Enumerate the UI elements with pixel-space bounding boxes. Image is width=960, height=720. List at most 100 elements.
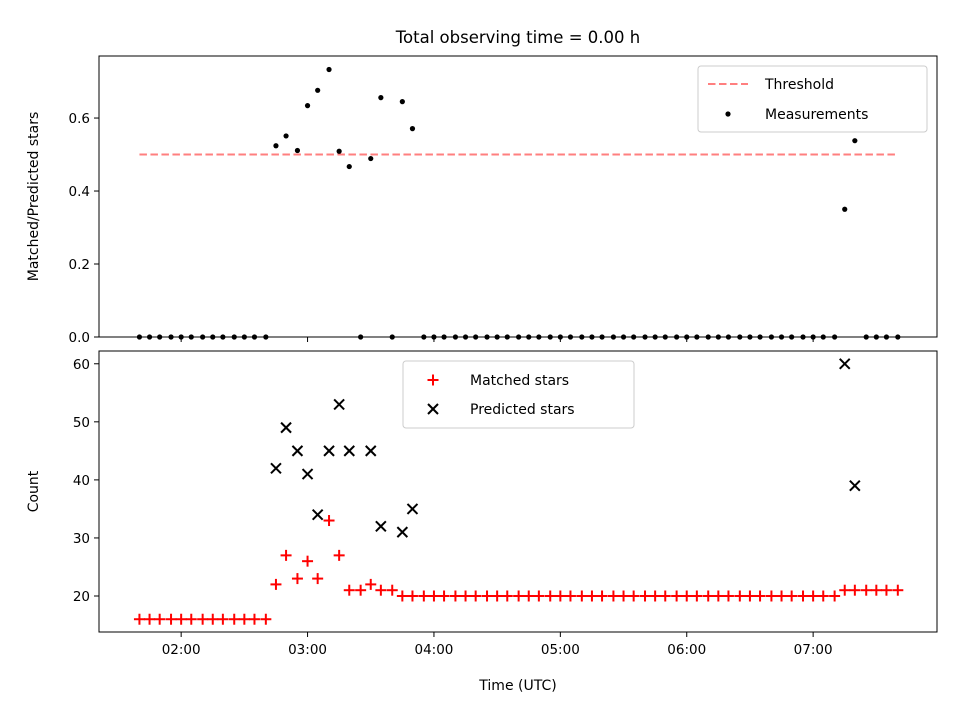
matched-star-point [564, 590, 576, 602]
measurement-point [399, 99, 405, 105]
measurement-point [484, 334, 490, 340]
measurement-point [304, 103, 311, 109]
matched-star-point [343, 584, 355, 596]
matched-star-point [765, 590, 777, 602]
matched-star-point [786, 590, 798, 602]
measurement-point [358, 334, 364, 340]
matched-star-point [513, 590, 525, 602]
matched-star-point [365, 578, 377, 590]
measurement-point [642, 334, 648, 340]
measurement-point [737, 334, 743, 340]
measurement-point [631, 334, 637, 340]
predicted-star-point [365, 445, 377, 457]
legend-box [402, 360, 635, 429]
matched-star-point [681, 590, 693, 602]
matched-star-point [491, 590, 503, 602]
predicted-star-point [849, 479, 861, 492]
predicted-star-point [280, 421, 292, 434]
predicted-star-point [839, 358, 851, 370]
matched-star-point [175, 613, 187, 625]
matched-star-point [406, 590, 418, 602]
measurement-point [263, 334, 269, 340]
measurement-point [494, 334, 500, 340]
matched-star-point [228, 613, 240, 625]
predicted-star-point [333, 398, 345, 411]
y-axis-label: Count [26, 470, 42, 512]
chart-title: Total observing time = 0.00 h [395, 28, 640, 47]
y-tick-label: 0.0 [69, 330, 90, 346]
measurement-point [526, 334, 532, 340]
matched-star-point [323, 515, 335, 527]
matched-star-point [396, 590, 408, 602]
predicted-star-point [291, 445, 304, 457]
matched-star-point [839, 584, 851, 596]
measurement-point [557, 334, 563, 340]
measurement-point [452, 334, 459, 340]
matched-star-point [691, 590, 703, 602]
matched-star-point [734, 590, 746, 602]
measurement-point [800, 334, 806, 340]
matched-star-point [154, 613, 166, 625]
measurement-point [231, 334, 237, 340]
matched-star-point [270, 578, 282, 590]
measurement-point [188, 334, 194, 340]
measurement-point [747, 334, 753, 340]
legend-matched-label: Matched stars [470, 373, 569, 389]
legend-predicted-label: Predicted stars [470, 402, 575, 418]
measurement-point [368, 155, 374, 162]
measurement-point [504, 334, 510, 340]
x-tick-label: 06:00 [667, 642, 706, 658]
matched-star-point [438, 590, 450, 602]
matched-star-point [248, 613, 260, 625]
predicted-star-point [375, 520, 387, 533]
measurement-point [336, 148, 342, 154]
matched-star-point [197, 613, 209, 625]
y-tick-label: 0.4 [69, 184, 90, 200]
measurement-point [200, 334, 206, 340]
legend: Threshold Measurements [697, 65, 928, 133]
measurement-point [346, 163, 352, 170]
measurement-point [441, 334, 447, 340]
y-tick-label: 30 [73, 531, 90, 547]
bottom-axes: 20 30 40 50 60 02:00 03:00 04:00 05:00 06:00 07:00… [26, 350, 938, 694]
matched-star-point [607, 590, 619, 602]
matched-star-point [217, 613, 229, 625]
measurement-point [725, 334, 732, 340]
matched-star-point [659, 590, 671, 602]
matched-star-point [618, 590, 630, 602]
x-tick-label: 05:00 [541, 642, 580, 658]
matched-star-point [639, 590, 651, 602]
x-axis-label: Time (UTC) [478, 678, 556, 694]
legend-threshold-label: Threshold [764, 77, 834, 93]
measurement-point [547, 334, 553, 340]
measurement-point [157, 334, 163, 340]
predicted-star-point [301, 468, 314, 480]
legend-matched-swatch [427, 374, 439, 386]
matched-star-point [649, 590, 661, 602]
measurement-point [579, 334, 585, 340]
matched-star-point [375, 584, 387, 596]
predicted-star-point [406, 503, 419, 515]
measurement-point [694, 334, 700, 340]
matched-star-point [892, 584, 904, 596]
matched-star-point [302, 555, 314, 567]
measurement-point [516, 334, 522, 340]
matched-star-point [671, 590, 683, 602]
y-tick-label: 0.6 [69, 111, 90, 127]
matched-star-point [754, 590, 766, 602]
matched-star-point [880, 584, 892, 596]
x-tick-label: 03:00 [288, 642, 327, 658]
legend-measurements-swatch [725, 111, 731, 117]
measurement-point [873, 334, 879, 340]
matched-star-point [470, 590, 482, 602]
measurement-point [652, 334, 658, 340]
matched-star-point [144, 613, 156, 625]
measurement-point [852, 138, 858, 144]
matched-star-point [355, 584, 367, 596]
matched-star-point [586, 590, 598, 602]
matched-star-point [238, 613, 250, 625]
matched-star-point [860, 584, 872, 596]
matched-star-point [481, 590, 493, 602]
measurement-point [820, 334, 826, 340]
